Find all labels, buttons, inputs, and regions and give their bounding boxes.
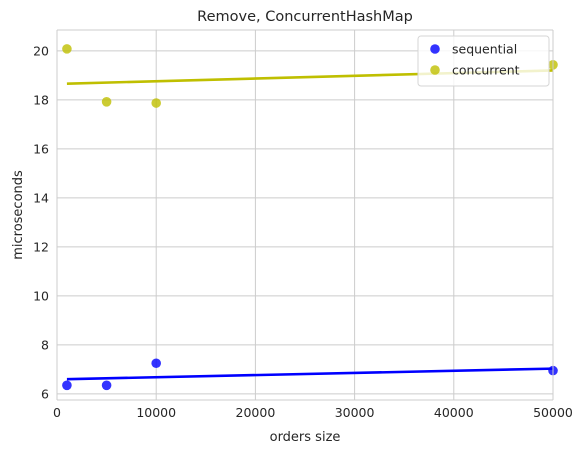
legend-label-concurrent: concurrent	[452, 63, 520, 78]
y-tick-label: 16	[33, 141, 49, 156]
y-tick-label: 6	[41, 386, 49, 401]
chart-title: Remove, ConcurrentHashMap	[197, 9, 413, 25]
y-tick-label: 10	[33, 288, 49, 303]
data-points	[62, 44, 558, 391]
y-axis-label: microseconds	[11, 170, 26, 260]
legend-marker-concurrent	[430, 65, 440, 75]
x-tick-label: 30000	[335, 405, 375, 420]
point-sequential	[62, 380, 72, 391]
grid	[56, 30, 554, 400]
x-tick-label: 40000	[434, 405, 474, 420]
y-tick-label: 14	[33, 190, 49, 205]
point-concurrent	[101, 96, 112, 107]
y-tick-labels: 6 8 10 12 14 16 18 20	[33, 43, 49, 401]
x-tick-label: 0	[53, 405, 61, 420]
legend-box	[417, 35, 550, 87]
y-tick-label: 8	[41, 337, 49, 352]
point-concurrent	[62, 44, 72, 54]
y-tick-label: 12	[33, 239, 49, 254]
plot-border	[56, 29, 554, 401]
plot-background	[57, 30, 553, 400]
y-tick-label: 20	[33, 43, 49, 58]
legend: sequential concurrent	[417, 35, 550, 87]
point-concurrent	[151, 98, 161, 108]
x-tick-labels: 0 10000 20000 30000 40000 50000	[53, 405, 573, 420]
x-tick-label: 50000	[533, 405, 573, 420]
legend-marker-sequential	[430, 44, 440, 54]
point-sequential	[101, 380, 112, 391]
x-axis-label: orders size	[270, 430, 341, 445]
x-tick-label: 20000	[236, 405, 276, 420]
fit-line-sequential	[66, 367, 554, 381]
y-tick-label: 18	[33, 92, 49, 107]
x-tick-label: 10000	[136, 405, 176, 420]
point-sequential	[151, 358, 161, 369]
legend-label-sequential: sequential	[452, 42, 517, 57]
